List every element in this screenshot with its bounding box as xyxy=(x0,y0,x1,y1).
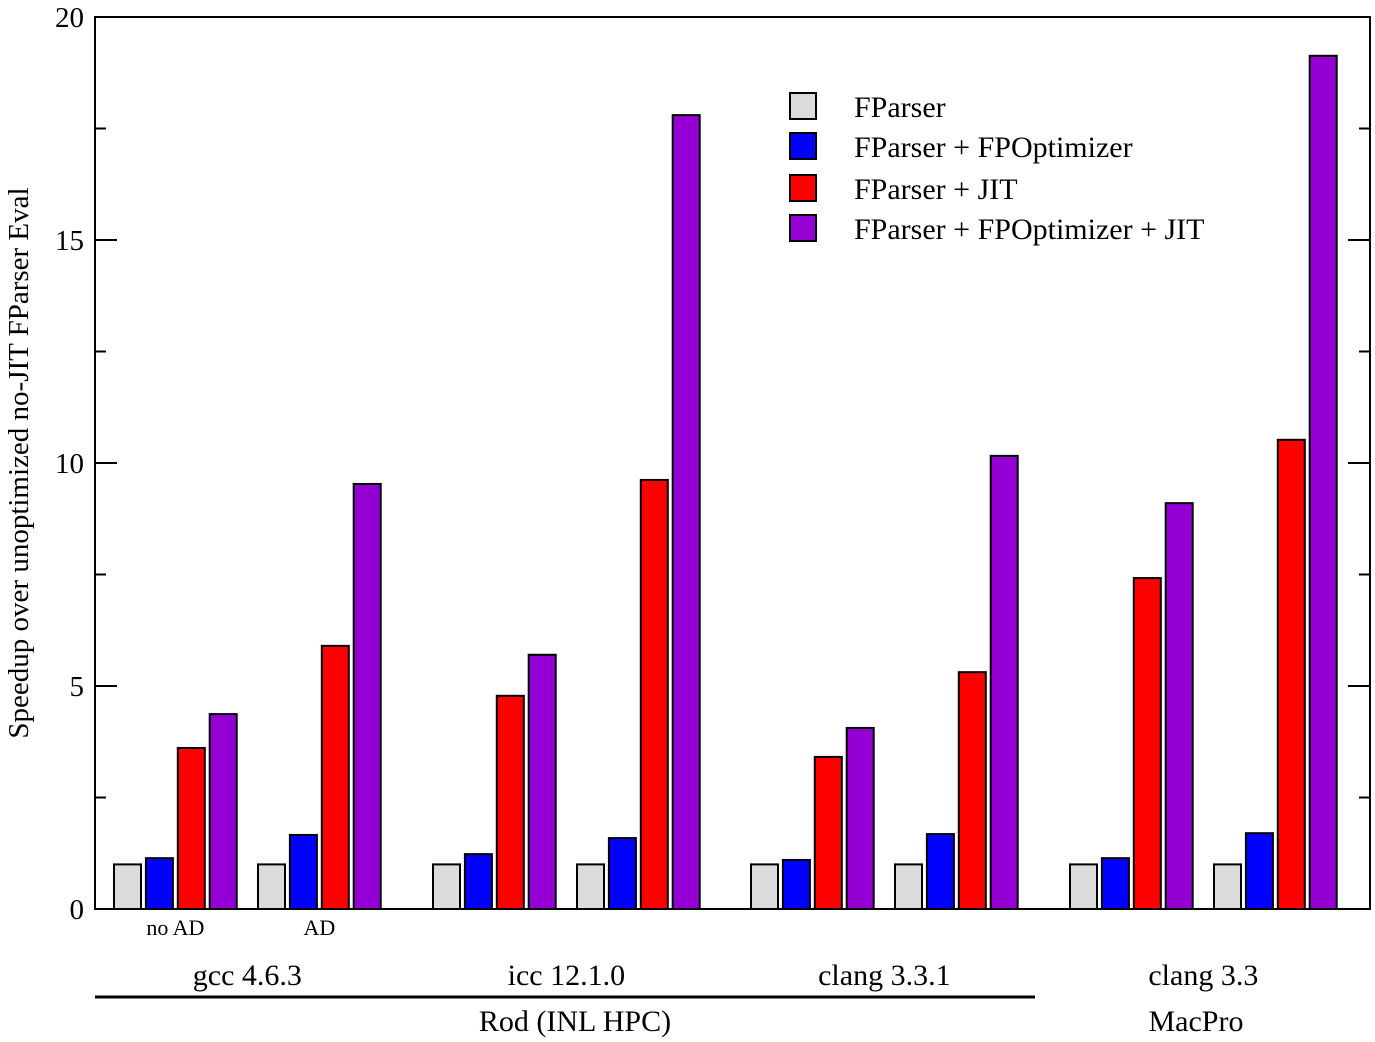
legend: FParser FParser + FPOptimizer FParser + JI… xyxy=(789,91,1204,246)
bar-fparser-fpoptimizer-jit-4 xyxy=(845,726,875,911)
legend-entry: FParser + FPOptimizer + JIT xyxy=(854,213,1204,246)
bar-fparser-fpoptimizer-6 xyxy=(1100,857,1130,911)
y-tick-label: 5 xyxy=(70,671,85,703)
bar-fparser-fpoptimizer-jit-1 xyxy=(352,482,382,910)
bar-fparser-6 xyxy=(1069,863,1098,911)
bar-fparser-jit-2 xyxy=(495,694,525,911)
bar-fparser-jit-3 xyxy=(639,478,669,910)
y-tick-label: 0 xyxy=(70,894,85,926)
bar-fparser-fpoptimizer-2 xyxy=(463,853,493,911)
bar-fparser-fpoptimizer-5 xyxy=(925,833,955,911)
group-label: gcc 4.6.3 xyxy=(193,959,302,992)
bars-layer xyxy=(113,54,1338,911)
bar-fparser-fpoptimizer-jit-0 xyxy=(208,713,238,911)
group-label: clang 3.3.1 xyxy=(818,959,950,992)
y-axis-ticks: 0 5 10 15 20 xyxy=(55,2,1370,926)
bar-fparser-1 xyxy=(257,863,286,911)
y-axis-label: Speedup over unoptimized no-JIT FParser … xyxy=(3,187,35,738)
bar-fparser-fpoptimizer-4 xyxy=(781,858,811,911)
legend-swatch xyxy=(789,214,817,242)
platform-label: MacPro xyxy=(1149,1005,1244,1038)
bar-fparser-2 xyxy=(432,863,461,911)
bar-fparser-fpoptimizer-jit-6 xyxy=(1164,502,1194,910)
subgroup-label: AD xyxy=(303,915,335,940)
bar-fparser-0 xyxy=(113,863,142,911)
legend-entry: FParser + JIT xyxy=(854,173,1018,206)
subgroup-label: no AD xyxy=(146,915,204,940)
bar-fparser-jit-7 xyxy=(1276,438,1306,910)
bar-fparser-fpoptimizer-3 xyxy=(607,837,637,910)
legend-entry: FParser xyxy=(854,91,946,124)
bar-fparser-3 xyxy=(576,863,605,911)
bar-fparser-jit-5 xyxy=(957,671,987,911)
y-tick-label: 20 xyxy=(55,2,84,34)
platform-label: Rod (INL HPC) xyxy=(479,1005,671,1038)
bar-fparser-jit-4 xyxy=(813,755,843,910)
bar-fparser-jit-1 xyxy=(320,644,350,910)
bar-fparser-fpoptimizer-7 xyxy=(1244,832,1274,910)
legend-swatch xyxy=(789,174,817,202)
y-tick-label: 15 xyxy=(55,225,84,257)
y-tick-label: 10 xyxy=(55,448,84,480)
x-axis-labels: gcc 4.6.3 no AD AD icc 12.1.0 clang 3.3.1 cla… xyxy=(95,915,1258,1038)
legend-swatch xyxy=(789,132,817,160)
bar-fparser-fpoptimizer-jit-3 xyxy=(671,114,701,911)
legend-entry: FParser + FPOptimizer xyxy=(854,131,1133,164)
bar-fparser-jit-6 xyxy=(1132,577,1162,910)
bar-fparser-fpoptimizer-1 xyxy=(288,833,318,910)
group-label: icc 12.1.0 xyxy=(508,959,625,992)
bar-fparser-7 xyxy=(1213,863,1242,911)
bar-fparser-4 xyxy=(750,863,779,911)
bar-fparser-fpoptimizer-jit-7 xyxy=(1308,54,1338,910)
bar-fparser-fpoptimizer-jit-2 xyxy=(527,653,557,911)
bar-fparser-5 xyxy=(894,863,923,911)
bar-fparser-fpoptimizer-0 xyxy=(144,857,174,911)
bar-fparser-fpoptimizer-jit-5 xyxy=(989,454,1019,910)
group-label: clang 3.3 xyxy=(1148,959,1258,992)
legend-swatch xyxy=(789,92,817,120)
bar-fparser-jit-0 xyxy=(176,746,206,911)
